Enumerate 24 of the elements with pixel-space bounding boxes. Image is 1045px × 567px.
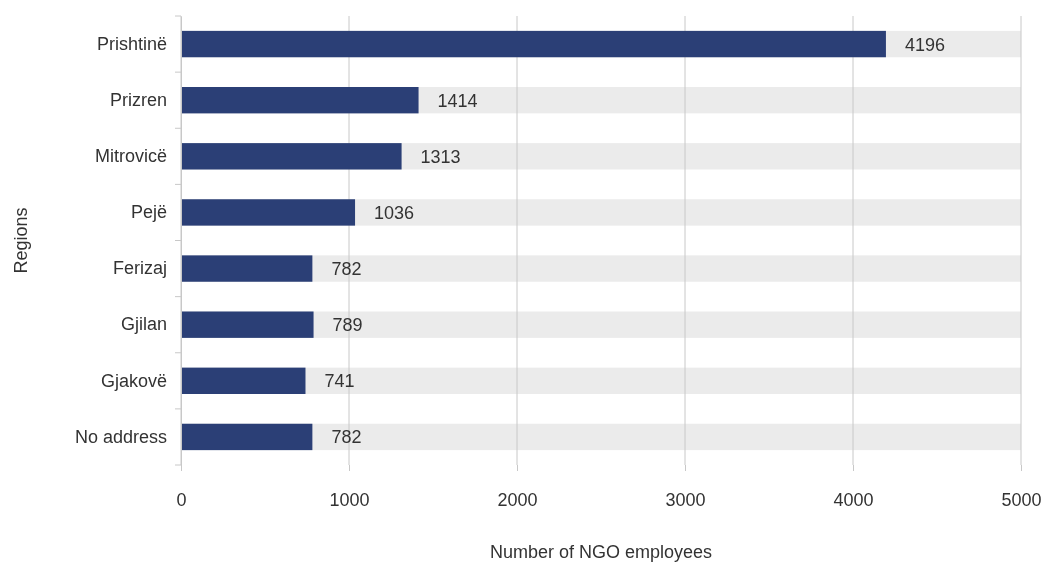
data-label: 782 (331, 427, 362, 448)
data-label: 4196 (904, 34, 945, 55)
data-label: 782 (331, 259, 362, 280)
y-tick-label: Gjakovë (100, 370, 167, 391)
data-label: 789 (332, 315, 363, 336)
y-tick-label: Prishtinë (96, 33, 167, 54)
x-tick-label: 3000 (665, 489, 706, 510)
data-label: 1036 (374, 202, 415, 223)
y-tick-label: Prizren (109, 89, 167, 110)
data-label: 1313 (420, 146, 461, 167)
x-tick-label: 0 (176, 489, 187, 510)
y-tick-label: No address (74, 426, 167, 447)
y-tick-label: Mitrovicë (94, 146, 167, 167)
y-tick-label: Gjilan (120, 314, 167, 335)
data-label: 741 (324, 371, 355, 392)
x-tick-label: 4000 (833, 489, 874, 510)
x-tick-label: 2000 (497, 489, 538, 510)
x-tick-label: 1000 (329, 489, 370, 510)
data-label: 1414 (437, 90, 478, 111)
y-tick-label: Pejë (130, 202, 167, 223)
x-axis-title: Number of NGO employees (489, 542, 713, 562)
y-axis-title: Regions (11, 207, 31, 274)
y-tick-label: Ferizaj (112, 258, 167, 279)
x-tick-label: 5000 (1001, 489, 1042, 510)
